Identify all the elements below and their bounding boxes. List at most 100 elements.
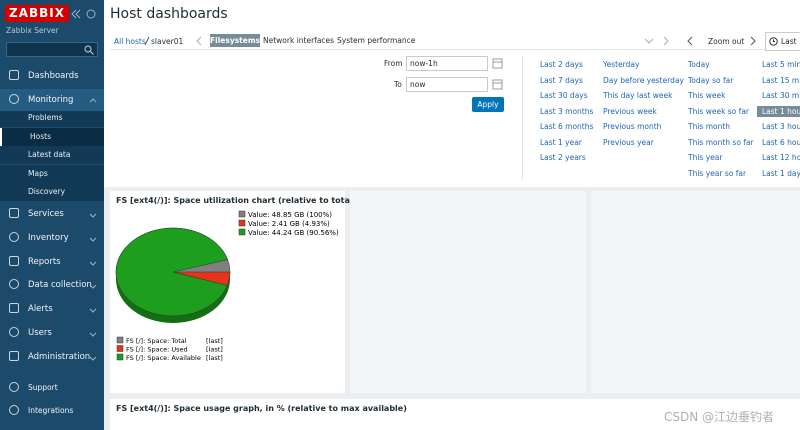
- from-label: From: [384, 59, 403, 68]
- menu-arrow: [89, 285, 97, 290]
- menu-label: Alerts: [28, 304, 53, 315]
- menu-label: Services: [28, 209, 64, 219]
- dashboard-tab[interactable]: Filesystems: [210, 34, 261, 47]
- prev-page[interactable]: [195, 36, 205, 46]
- quick-range[interactable]: This day last week: [603, 91, 673, 100]
- quick-range[interactable]: This month: [688, 122, 731, 131]
- submenu-label: Maps: [28, 168, 48, 178]
- quick-range[interactable]: Last 15 minutes: [762, 75, 800, 85]
- menu-item[interactable]: Dashboards: [0, 65, 104, 87]
- submenu-item[interactable]: Hosts: [0, 127, 104, 146]
- quick-range[interactable]: Today: [688, 60, 710, 69]
- footer-label: Support: [28, 383, 58, 392]
- widget-pie: FS [ext4(/)]: Space utilization chart (r…: [110, 191, 356, 393]
- footer-item[interactable]: Support: [0, 377, 104, 399]
- quick-range[interactable]: This week so far: [688, 106, 749, 116]
- quick-range[interactable]: This year so far: [688, 168, 747, 178]
- quick-range[interactable]: Last 2 days: [540, 60, 583, 69]
- logo[interactable]: ZABBIX: [5, 5, 69, 22]
- sidebar-controls[interactable]: [70, 8, 98, 20]
- quick-range[interactable]: Yesterday: [603, 60, 640, 69]
- menu-arrow: [89, 237, 97, 242]
- quick-range[interactable]: Previous month: [603, 122, 662, 131]
- menu-icon: [9, 255, 19, 266]
- menu-item[interactable]: Data collection: [0, 274, 104, 296]
- menu-label: Monitoring: [28, 95, 74, 105]
- quick-range[interactable]: Last 3 months: [540, 106, 594, 116]
- submenu-item[interactable]: Latest data: [0, 146, 104, 164]
- submenu-item[interactable]: Maps: [0, 164, 104, 183]
- time-tab[interactable]: Last 1 hour: [765, 32, 800, 51]
- time-prev[interactable]: [686, 36, 696, 46]
- calendar-icons[interactable]: [492, 58, 503, 92]
- zoom-out[interactable]: Zoom out: [708, 37, 745, 46]
- dashboard-tab[interactable]: System performance: [337, 36, 416, 45]
- footer-item[interactable]: Integrations: [0, 400, 104, 422]
- quick-range[interactable]: Last 6 hours: [762, 137, 800, 147]
- quick-range[interactable]: Last 5 minutes: [762, 60, 800, 69]
- nav-bar: [110, 33, 800, 50]
- quick-range[interactable]: Last 1 hour: [757, 105, 800, 117]
- menu-icon: [9, 350, 19, 361]
- search-box[interactable]: [6, 42, 98, 57]
- pie-chart: Value: 48.85 GB (100%)Value: 2.41 GB (4.…: [115, 210, 339, 362]
- menu-icon: [9, 303, 19, 314]
- quick-range[interactable]: Today so far: [688, 75, 734, 85]
- quick-range[interactable]: Last 3 hours: [762, 122, 800, 131]
- quick-range[interactable]: Last 1 year: [540, 137, 582, 147]
- item-name: FS [/]: Space: Total: [126, 337, 187, 345]
- arrow: [89, 356, 97, 361]
- submenu-item[interactable]: Discovery: [0, 183, 104, 201]
- item-swatch: [116, 353, 124, 361]
- widget-title: FS [ext4(/)]: Space utilization chart (r…: [116, 196, 357, 205]
- quick-range[interactable]: Last 1 day: [762, 168, 800, 178]
- quick-range[interactable]: Last 7 days: [540, 75, 583, 85]
- menu-item[interactable]: Administration: [0, 346, 104, 368]
- tab-scroll[interactable]: [644, 36, 674, 46]
- submenu-label: Hosts: [30, 131, 51, 141]
- menu-item[interactable]: Inventory: [0, 227, 104, 249]
- quick-range[interactable]: Last 30 minutes: [762, 91, 800, 100]
- submenu-label: Discovery: [28, 187, 66, 196]
- time-next[interactable]: [748, 36, 758, 46]
- menu-icon: [9, 405, 19, 415]
- breadcrumb-link[interactable]: All hosts: [114, 37, 146, 46]
- widget-graph: FS [ext4(/)]: Space usage graph, in % (r…: [110, 399, 800, 430]
- menu-icon: [9, 231, 19, 242]
- quick-range[interactable]: Last 2 years: [540, 153, 586, 162]
- filter-divider: [522, 56, 523, 180]
- submenu-label: Latest data: [28, 150, 71, 159]
- item-func: [last]: [206, 337, 223, 345]
- menu-item[interactable]: Services: [0, 203, 104, 225]
- quick-range[interactable]: Day before yesterday: [603, 75, 684, 85]
- legend-swatch: [238, 228, 246, 236]
- quick-range[interactable]: Last 6 months: [540, 122, 594, 131]
- arrow: [89, 213, 97, 218]
- menu-item[interactable]: Users: [0, 322, 104, 344]
- quick-range[interactable]: This year: [688, 153, 723, 162]
- menu-icon: [9, 279, 19, 290]
- apply-button[interactable]: Apply: [472, 97, 504, 112]
- quick-range[interactable]: Previous week: [603, 106, 657, 116]
- quick-range[interactable]: Previous year: [603, 137, 654, 147]
- server-name: Zabbix Server: [6, 26, 59, 35]
- submenu-item[interactable]: Problems: [0, 109, 104, 127]
- arrow: [89, 308, 97, 313]
- main-header: [104, 0, 800, 187]
- item-swatch: [116, 336, 124, 344]
- to-input[interactable]: now: [406, 77, 488, 92]
- arrow: [89, 98, 97, 103]
- menu-item[interactable]: Reports: [0, 251, 104, 273]
- dashboard-tab[interactable]: Network interfaces: [263, 36, 335, 45]
- quick-range[interactable]: Last 30 days: [540, 91, 588, 100]
- from-input[interactable]: now-1h: [406, 56, 488, 71]
- legend-swatch: [238, 210, 246, 218]
- quick-range[interactable]: This week: [688, 91, 726, 100]
- quick-range[interactable]: This month so far: [688, 137, 754, 147]
- item-func: [last]: [206, 354, 223, 362]
- menu-item[interactable]: Monitoring: [0, 89, 104, 111]
- menu-item[interactable]: Alerts: [0, 298, 104, 320]
- time-tab-label: Last 1 hour: [781, 37, 800, 46]
- quick-range[interactable]: Last 12 hours: [762, 153, 800, 162]
